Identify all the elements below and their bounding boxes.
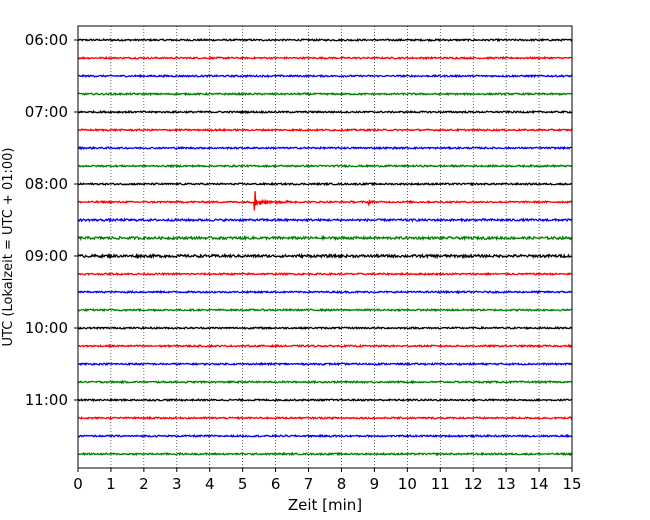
trace-0730 [77,145,573,151]
y-tick-label: 07:00 [25,103,68,121]
x-tick-label: 7 [304,475,314,493]
x-tick-label: 2 [139,475,149,493]
trace-1045 [77,379,573,385]
trace-1145 [77,451,573,457]
trace-0830 [77,217,573,223]
x-tick-label: 15 [562,475,581,493]
seismogram-traces [77,37,573,457]
trace-0945 [78,307,572,313]
y-tick-label: 06:00 [25,31,68,49]
trace-0815 [77,191,573,211]
trace-1030 [77,361,573,367]
vertical-grid-lines [110,26,540,468]
x-tick-label: 12 [464,475,483,493]
trace-0700 [77,109,573,115]
trace-0645 [77,91,573,97]
trace-1000 [77,325,573,331]
x-tick-label: 6 [271,475,281,493]
x-tick-label: 14 [530,475,549,493]
x-axis-ticks: 0 1 2 3 4 5 6 7 8 9 10 11 12 13 14 15 [73,468,582,493]
y-tick-label: 11:00 [25,391,68,409]
trace-0715 [77,127,573,133]
trace-0930 [77,289,573,295]
trace-0630 [77,73,573,79]
y-axis-ticks: 06:00 07:00 08:00 09:00 10:00 11:00 [25,31,78,409]
x-tick-label: 9 [370,475,380,493]
plot-frame [77,25,573,469]
trace-0600 [77,37,572,43]
x-tick-label: 0 [73,475,83,493]
trace-0915 [78,271,573,277]
trace-1130 [77,433,573,439]
trace-0900 [77,252,573,260]
x-tick-label: 11 [431,475,450,493]
x-tick-label: 1 [106,475,116,493]
y-tick-label: 09:00 [25,247,68,265]
trace-1100 [77,397,573,403]
x-axis-label: Zeit [min] [288,496,362,514]
y-axis-label: UTC (Lokalzeit = UTC + 01:00) [1,148,16,347]
x-tick-label: 4 [205,475,215,493]
trace-0615 [78,55,573,61]
trace-0745 [77,163,572,169]
trace-0845 [77,234,573,242]
trace-0800 [77,181,573,187]
trace-1015 [77,343,573,349]
x-tick-label: 8 [337,475,347,493]
y-tick-label: 10:00 [25,319,68,337]
x-tick-label: 3 [172,475,182,493]
x-tick-label: 10 [398,475,417,493]
x-tick-label: 13 [497,475,516,493]
trace-1115 [77,415,573,421]
y-tick-label: 08:00 [25,175,68,193]
x-tick-label: 5 [238,475,248,493]
